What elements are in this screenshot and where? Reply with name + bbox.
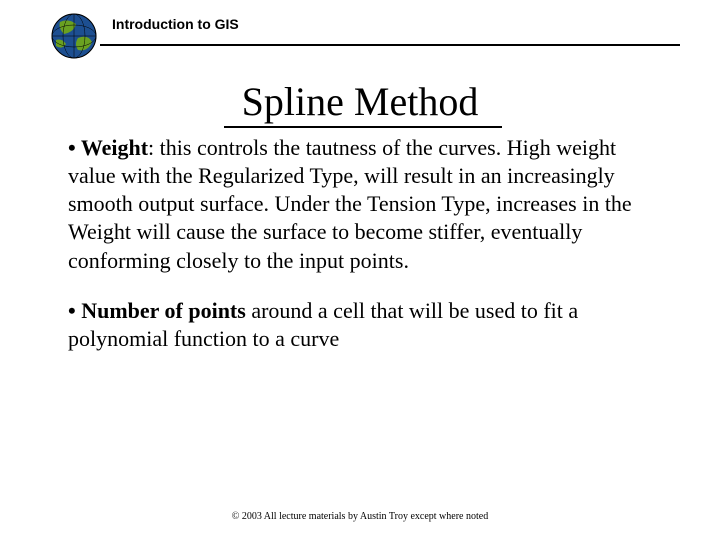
- bullet-icon: [68, 298, 81, 323]
- header-rule: [100, 44, 680, 46]
- bullet-icon: [68, 135, 81, 160]
- slide-header: Introduction to GIS: [0, 10, 720, 60]
- para-label: Number of points: [81, 298, 246, 323]
- title-underline: [224, 126, 502, 128]
- slide-footer: © 2003 All lecture materials by Austin T…: [0, 511, 720, 522]
- slide: Introduction to GIS Spline Method Weight…: [0, 0, 720, 540]
- bullet-paragraph: Number of points around a cell that will…: [68, 297, 658, 353]
- slide-body: Weight: this controls the tautness of th…: [68, 134, 658, 375]
- para-text: : this controls the tautness of the curv…: [68, 135, 632, 273]
- slide-title: Spline Method: [0, 78, 720, 125]
- bullet-paragraph: Weight: this controls the tautness of th…: [68, 134, 658, 275]
- para-label: Weight: [81, 135, 148, 160]
- globe-icon: [50, 12, 98, 60]
- header-course-title: Introduction to GIS: [112, 16, 239, 32]
